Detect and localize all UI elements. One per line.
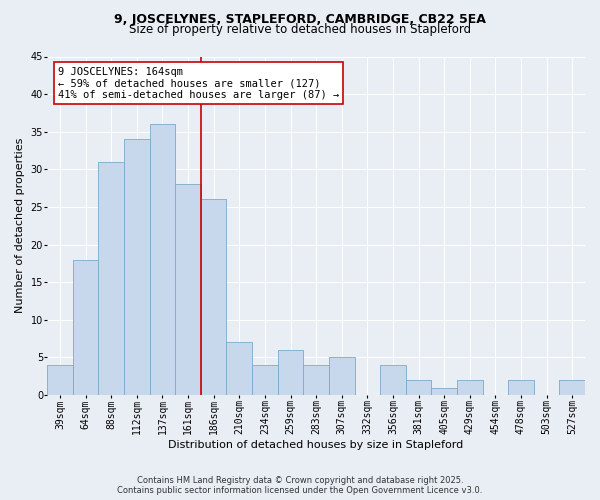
Bar <box>73 260 98 395</box>
Bar <box>124 140 149 395</box>
Bar <box>406 380 431 395</box>
Bar <box>47 365 73 395</box>
Bar <box>304 365 329 395</box>
Y-axis label: Number of detached properties: Number of detached properties <box>15 138 25 314</box>
Bar <box>226 342 252 395</box>
Bar <box>175 184 201 395</box>
Bar <box>329 358 355 395</box>
Bar <box>149 124 175 395</box>
Bar <box>380 365 406 395</box>
Text: 9 JOSCELYNES: 164sqm
← 59% of detached houses are smaller (127)
41% of semi-deta: 9 JOSCELYNES: 164sqm ← 59% of detached h… <box>58 66 339 100</box>
Bar <box>252 365 278 395</box>
Bar <box>559 380 585 395</box>
X-axis label: Distribution of detached houses by size in Stapleford: Distribution of detached houses by size … <box>169 440 464 450</box>
Bar <box>201 200 226 395</box>
Bar <box>508 380 534 395</box>
Text: Contains HM Land Registry data © Crown copyright and database right 2025.
Contai: Contains HM Land Registry data © Crown c… <box>118 476 482 495</box>
Text: Size of property relative to detached houses in Stapleford: Size of property relative to detached ho… <box>129 22 471 36</box>
Bar <box>457 380 482 395</box>
Bar <box>278 350 304 395</box>
Bar <box>98 162 124 395</box>
Bar <box>431 388 457 395</box>
Text: 9, JOSCELYNES, STAPLEFORD, CAMBRIDGE, CB22 5EA: 9, JOSCELYNES, STAPLEFORD, CAMBRIDGE, CB… <box>114 12 486 26</box>
